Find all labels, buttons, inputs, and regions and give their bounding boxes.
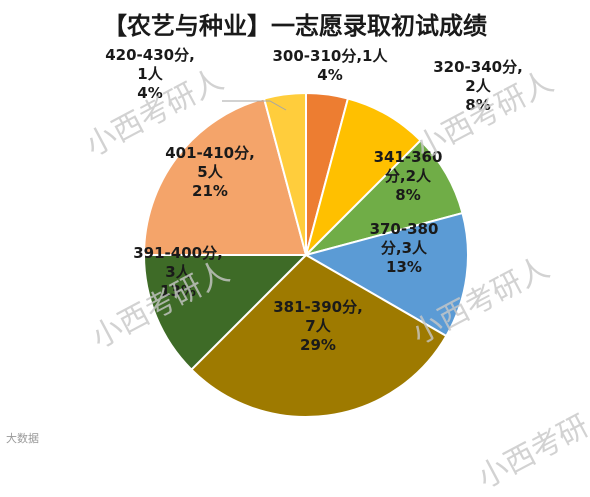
pie-slices	[142, 91, 470, 419]
pie-slice	[142, 254, 309, 371]
slice-label: 370-380 分,3人 13%	[370, 220, 439, 276]
slice-label: 420-430分, 1人 4%	[105, 46, 195, 102]
slice-label: 300-310分,1人 4%	[273, 47, 389, 84]
pie-chart: 300-310分,1人 4% 320-340分, 2人 8% 341-360 分,2人 8% 3…	[105, 46, 523, 419]
chart-title: 【农艺与种业】一志愿录取初试成绩	[103, 12, 487, 40]
pie-slice	[262, 91, 307, 256]
brand-logo: 大数据	[6, 432, 39, 445]
slice-label: 391-400分, 3人 13%	[133, 244, 223, 300]
slice-label: 401-410分, 5人 21%	[165, 144, 255, 200]
slice-label: 381-390分, 7人 29%	[273, 298, 363, 354]
leader-line	[222, 100, 287, 111]
pie-slice	[142, 97, 308, 256]
pie-slice	[190, 253, 448, 419]
pie-labels: 300-310分,1人 4% 320-340分, 2人 8% 341-360 分,2人 8% 3…	[105, 46, 523, 354]
slice-label: 320-340分, 2人 8%	[433, 58, 523, 114]
leader-lines	[222, 100, 287, 111]
pie-slice	[303, 211, 470, 338]
slice-label: 341-360 分,2人 8%	[374, 148, 443, 204]
